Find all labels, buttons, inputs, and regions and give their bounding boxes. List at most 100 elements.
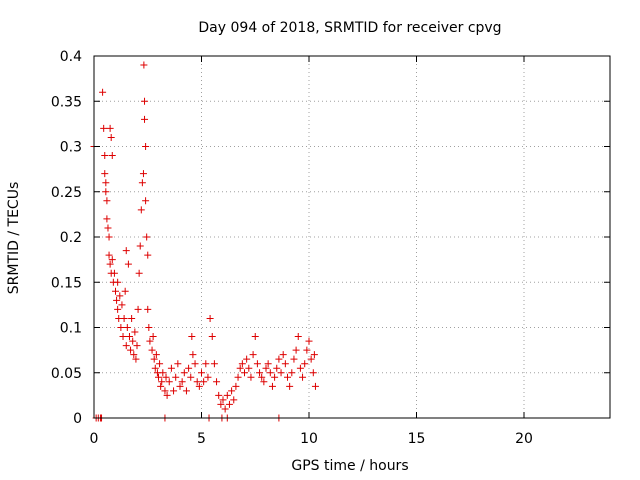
chart-title: Day 094 of 2018, SRMTID for receiver cpv… (198, 20, 501, 36)
data-point (249, 351, 257, 359)
data-point (103, 197, 111, 205)
y-tick-label: 0.3 (60, 140, 82, 156)
data-point (286, 382, 294, 390)
data-point (305, 337, 313, 345)
data-point (180, 369, 188, 377)
data-point (281, 360, 289, 368)
data-point (290, 355, 298, 363)
data-point (107, 133, 115, 141)
data-point (241, 369, 248, 377)
data-point (122, 247, 130, 255)
data-point (138, 179, 146, 187)
data-point (108, 256, 116, 264)
data-point (106, 124, 114, 132)
y-axis-label: SRMTID / TECUs (6, 182, 22, 295)
data-point (232, 382, 240, 390)
data-point (174, 360, 182, 368)
data-point (262, 364, 270, 372)
data-point (137, 206, 145, 214)
data-point (310, 351, 318, 359)
data-point (187, 373, 195, 381)
data-point (123, 324, 131, 331)
data-point (200, 378, 208, 386)
data-point (104, 224, 112, 232)
data-point (139, 170, 147, 178)
data-point (188, 333, 196, 341)
data-point (141, 97, 149, 105)
data-point (130, 351, 138, 359)
data-point (193, 378, 201, 386)
data-point (161, 387, 169, 395)
data-point (102, 179, 110, 187)
data-point (223, 391, 231, 399)
data-point (245, 364, 253, 372)
data-point (191, 360, 199, 368)
data-point (185, 364, 193, 372)
data-point (230, 396, 238, 404)
x-axis-label: GPS time / hours (291, 458, 408, 474)
data-point (162, 373, 170, 381)
data-point (275, 355, 283, 363)
data-point (148, 346, 156, 354)
grid-lines (94, 56, 610, 418)
data-point (301, 360, 309, 368)
data-point (195, 382, 203, 390)
data-point (125, 333, 133, 341)
data-point (215, 391, 223, 399)
data-point (271, 373, 279, 381)
data-point (114, 305, 122, 313)
y-tick-label: 0.15 (51, 275, 82, 291)
data-point (182, 387, 190, 395)
data-point (296, 364, 304, 372)
data-point (110, 269, 118, 277)
data-point (146, 337, 154, 345)
data-point (131, 328, 139, 336)
data-point (101, 170, 109, 178)
data-point (120, 314, 128, 322)
data-point (136, 242, 144, 250)
data-point (228, 387, 236, 395)
data-point (105, 251, 113, 259)
y-tick-label: 0.2 (60, 230, 82, 246)
data-point (234, 373, 242, 381)
data-point (279, 351, 287, 359)
data-point (243, 355, 251, 363)
data-point (288, 369, 296, 377)
data-point (284, 373, 291, 381)
data-point (128, 314, 136, 322)
data-point (150, 355, 158, 363)
data-point (112, 287, 119, 295)
data-point (206, 314, 214, 322)
data-point (119, 333, 127, 341)
data-point (294, 333, 302, 341)
data-point (311, 382, 319, 390)
y-ticks: 0 0.05 0.1 0.15 0.2 0.25 0.3 0.35 0.4 (51, 49, 610, 427)
data-point (144, 305, 152, 313)
data-point (141, 115, 149, 123)
data-point (118, 301, 126, 309)
data-point (273, 364, 281, 372)
data-point (202, 360, 210, 368)
data-point (238, 360, 246, 368)
data-point (167, 364, 175, 372)
data-point (101, 152, 109, 160)
data-point (217, 400, 225, 408)
data-point (253, 360, 261, 368)
data-point (140, 61, 148, 69)
data-point (133, 342, 141, 350)
data-point (132, 355, 140, 363)
y-tick-label: 0.05 (51, 366, 82, 382)
data-point (260, 378, 268, 386)
data-point (121, 287, 129, 295)
data-point (122, 342, 130, 350)
data-point (113, 296, 121, 304)
data-point (213, 378, 221, 386)
x-tick-label: 15 (408, 431, 426, 447)
data-point (156, 360, 164, 368)
data-point (142, 143, 150, 150)
data-point (145, 324, 153, 331)
data-point (307, 355, 315, 363)
plot-frame (93, 55, 611, 419)
x-tick-label: 10 (300, 431, 318, 447)
